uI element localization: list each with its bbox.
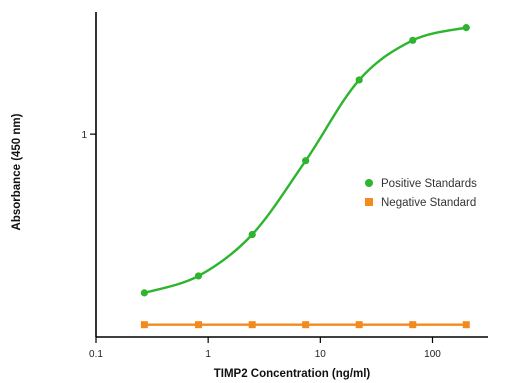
data-point: [409, 321, 417, 329]
x-ticks: 0.1 1 10 100: [89, 337, 441, 360]
data-point: [462, 321, 470, 329]
data-point: [302, 157, 310, 165]
x-axis-title: TIMP2 Concentration (ng/ml): [214, 368, 371, 380]
data-point: [194, 272, 203, 280]
data-point: [409, 36, 417, 44]
data-point: [140, 289, 148, 297]
data-point: [302, 321, 310, 329]
x-tick-label: 100: [424, 349, 441, 360]
x-tick-label: 0.1: [89, 349, 103, 360]
data-point: [248, 230, 256, 239]
legend-label: Negative Standard: [381, 197, 476, 209]
data-point: [194, 321, 202, 329]
x-tick-label: 1: [205, 349, 211, 360]
series-negative-standard: [140, 321, 470, 329]
data-point: [462, 24, 470, 32]
x-tick-label: 10: [315, 349, 327, 360]
legend: Positive Standards Negative Standard: [365, 178, 477, 209]
y-ticks: 1: [81, 130, 96, 141]
data-point: [355, 76, 363, 84]
y-tick-label: 1: [81, 130, 87, 141]
series-positive-standards: [140, 24, 470, 297]
data-point: [355, 321, 363, 329]
legend-marker: [365, 198, 373, 206]
series-layer: [140, 24, 470, 329]
legend-item-positive-standards: Positive Standards: [365, 178, 477, 190]
data-point: [140, 321, 148, 329]
data-point: [248, 321, 256, 329]
legend-item-negative-standard: Negative Standard: [365, 197, 476, 209]
axes: [95, 12, 488, 338]
y-axis-title: Absorbance (450 nm): [11, 113, 23, 230]
legend-marker: [365, 179, 373, 187]
legend-label: Positive Standards: [381, 178, 477, 190]
